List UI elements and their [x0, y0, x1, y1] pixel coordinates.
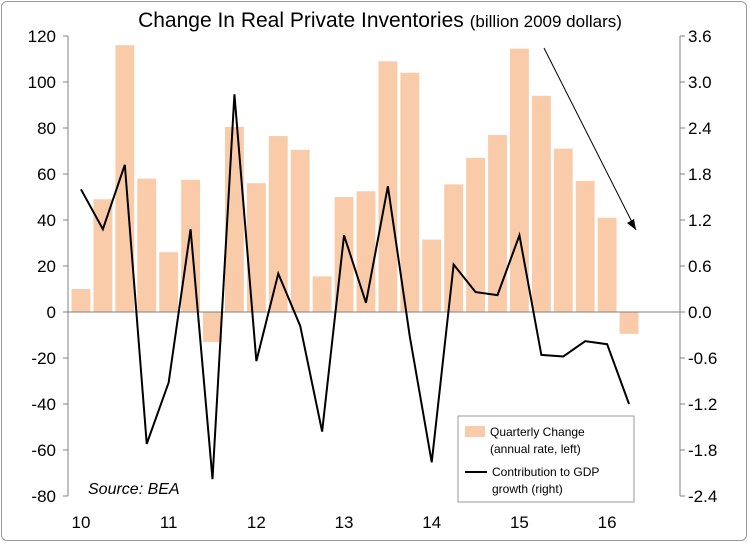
left-tick-label: 100: [28, 73, 56, 92]
right-tick-label: 1.8: [688, 165, 712, 184]
chart-title-group: Change In Real Private Inventories (billi…: [138, 9, 622, 32]
legend-label-bars-line1: Quarterly Change: [490, 425, 585, 439]
left-tick-label: 40: [37, 211, 56, 230]
left-tick-label: 80: [37, 119, 56, 138]
bar-q2: [115, 45, 135, 312]
bar-q18: [466, 157, 485, 312]
left-tick-label: -20: [31, 349, 56, 368]
right-tick-label: 3.6: [688, 27, 712, 46]
bar-q19: [488, 134, 507, 312]
gdp-contribution-line: [80, 94, 630, 480]
source-note: Source: BEA: [88, 481, 180, 498]
bar-q16: [422, 239, 442, 312]
legend-label-line-line1: Contribution to GDP: [492, 465, 599, 479]
x-tick-label: 15: [510, 513, 529, 532]
bar-q5: [181, 179, 200, 312]
bar-q15: [400, 72, 420, 312]
bar-q9: [268, 136, 288, 312]
right-tick-label: 0.6: [688, 257, 712, 276]
x-tick-label: 11: [160, 513, 178, 532]
trend-arrow-head: [627, 219, 636, 230]
bar-q4: [159, 252, 179, 312]
bar-q11: [312, 276, 332, 312]
bar-q25: [619, 312, 639, 334]
trend-arrow-shaft: [543, 47, 637, 231]
legend-box: [457, 415, 635, 503]
chart-subtitle: (billion 2009 dollars): [470, 12, 622, 31]
line-layer: [80, 94, 630, 480]
right-tick-label: 0.0: [688, 303, 712, 322]
left-tick-label: -40: [31, 395, 56, 414]
legend-swatch-bars: [465, 426, 485, 437]
bar-q0: [71, 289, 91, 312]
x-tick-label: 14: [422, 513, 441, 532]
left-tick-label: 60: [37, 165, 56, 184]
left-tick-label: 0: [47, 303, 56, 322]
chart-title: Change In Real Private Inventories: [138, 9, 464, 32]
right-tick-label: -2.4: [688, 487, 717, 506]
bar-q8: [246, 183, 266, 312]
x-tick-label: 10: [72, 513, 91, 532]
bar-q6: [203, 312, 222, 342]
legend-label-bars-line2: (annual rate, left): [490, 442, 581, 456]
left-tick-label: -60: [31, 441, 56, 460]
bar-q24: [597, 217, 617, 312]
bar-q1: [93, 199, 113, 312]
bar-q10: [290, 149, 310, 312]
left-tick-label: -80: [31, 487, 56, 506]
left-tick-label: 20: [37, 257, 56, 276]
legend-label-line-line2: growth (right): [492, 482, 563, 496]
right-tick-label: -1.2: [688, 395, 717, 414]
right-tick-label: 3.0: [688, 73, 712, 92]
x-tick-label: 16: [598, 513, 617, 532]
bar-q17: [444, 184, 464, 312]
bars-layer: [71, 45, 639, 342]
bar-q23: [575, 180, 595, 312]
right-tick-label: -1.8: [688, 441, 717, 460]
bar-q21: [531, 95, 551, 312]
bar-q13: [356, 191, 376, 312]
x-tick-label: 12: [247, 513, 266, 532]
axes-layer: -80 -60 -40 -20 0 20 40 60 80 100 120 -2.4 -1.8 -1.2 -…: [28, 27, 718, 532]
right-tick-label: 1.2: [688, 211, 712, 230]
bar-q22: [553, 148, 573, 312]
right-tick-label: 2.4: [688, 119, 712, 138]
bar-q3: [137, 178, 157, 312]
right-tick-label: -0.6: [688, 349, 717, 368]
legend: Quarterly Change (annual rate, left) Con…: [457, 415, 635, 503]
left-tick-label: 120: [28, 27, 56, 46]
x-tick-label: 13: [335, 513, 354, 532]
